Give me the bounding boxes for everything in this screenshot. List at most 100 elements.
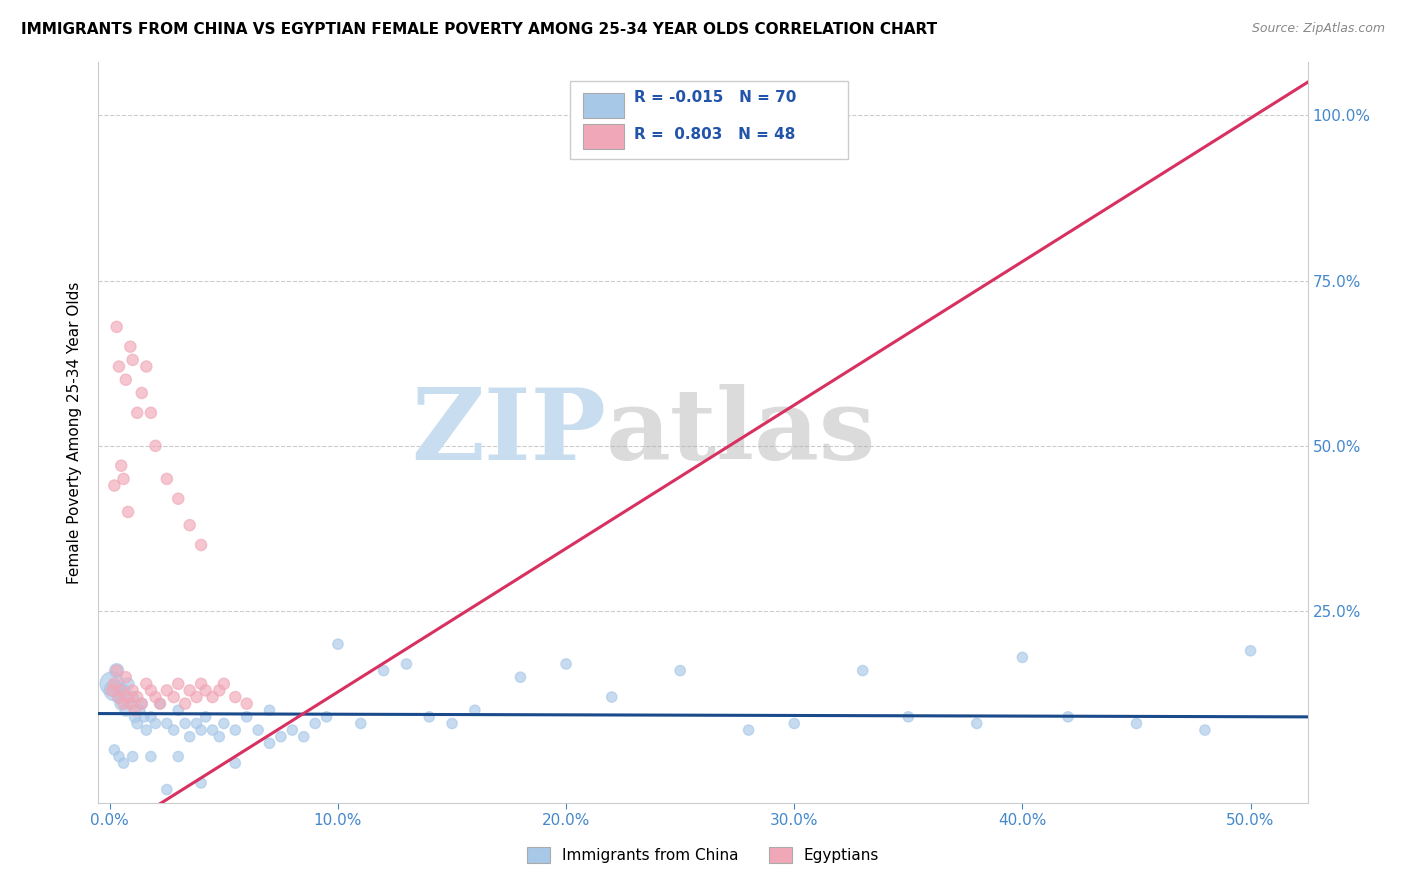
Point — [194, 710, 217, 724]
Point — [132, 710, 155, 724]
Point — [108, 359, 131, 374]
Point — [163, 723, 186, 737]
Point — [509, 670, 531, 684]
Point — [174, 697, 197, 711]
Point — [139, 683, 162, 698]
Point — [373, 664, 395, 678]
Point — [124, 703, 146, 717]
Y-axis label: Female Poverty Among 25-34 Year Olds: Female Poverty Among 25-34 Year Olds — [67, 282, 83, 583]
Point — [112, 697, 135, 711]
FancyBboxPatch shape — [583, 124, 624, 149]
Point — [110, 697, 132, 711]
Point — [464, 703, 486, 717]
Point — [163, 690, 186, 704]
Point — [131, 386, 153, 401]
Point — [103, 677, 125, 691]
Point — [190, 677, 212, 691]
Point — [350, 716, 373, 731]
Point — [131, 697, 153, 711]
Point — [156, 716, 179, 731]
Point — [190, 723, 212, 737]
Point — [201, 690, 224, 704]
Point — [145, 690, 167, 704]
Point — [292, 730, 315, 744]
Point — [852, 664, 875, 678]
Point — [114, 373, 136, 387]
Point — [112, 756, 135, 771]
Text: R = -0.015   N = 70: R = -0.015 N = 70 — [634, 90, 796, 104]
Point — [121, 683, 143, 698]
Point — [128, 703, 150, 717]
Text: R =  0.803   N = 48: R = 0.803 N = 48 — [634, 127, 796, 142]
Point — [112, 472, 135, 486]
Point — [1057, 710, 1080, 724]
Point — [108, 690, 131, 704]
Point — [117, 690, 139, 704]
Text: Source: ZipAtlas.com: Source: ZipAtlas.com — [1251, 22, 1385, 36]
Point — [105, 664, 128, 678]
Point — [259, 736, 281, 750]
Point — [174, 716, 197, 731]
Point — [600, 690, 623, 704]
Point — [270, 730, 292, 744]
Point — [114, 670, 136, 684]
Point — [139, 406, 162, 420]
Point — [127, 406, 149, 420]
Point — [101, 677, 124, 691]
Point — [441, 716, 464, 731]
Point — [117, 677, 139, 691]
Point — [117, 505, 139, 519]
Point — [1239, 644, 1261, 658]
FancyBboxPatch shape — [583, 93, 624, 118]
Point — [105, 319, 128, 334]
Point — [1125, 716, 1147, 731]
Point — [235, 710, 257, 724]
Point — [201, 723, 224, 737]
Point — [145, 439, 167, 453]
Point — [224, 756, 246, 771]
Point — [966, 716, 988, 731]
Point — [186, 716, 208, 731]
Point — [149, 697, 172, 711]
Point — [139, 710, 162, 724]
Point — [315, 710, 337, 724]
Point — [114, 703, 136, 717]
Legend: Immigrants from China, Egyptians: Immigrants from China, Egyptians — [520, 841, 886, 869]
Point — [235, 697, 257, 711]
Point — [167, 677, 190, 691]
Point — [108, 690, 131, 704]
FancyBboxPatch shape — [569, 81, 848, 159]
Point — [224, 690, 246, 704]
Text: ZIP: ZIP — [412, 384, 606, 481]
Point — [418, 710, 440, 724]
Point — [135, 359, 157, 374]
Point — [135, 723, 157, 737]
Point — [131, 697, 153, 711]
Point — [110, 683, 132, 698]
Point — [212, 716, 235, 731]
Point — [105, 664, 128, 678]
Point — [108, 749, 131, 764]
Point — [120, 697, 142, 711]
Point — [167, 703, 190, 717]
Point — [212, 677, 235, 691]
Point — [555, 657, 578, 671]
Point — [127, 690, 149, 704]
Point — [167, 491, 190, 506]
Point — [145, 716, 167, 731]
Point — [208, 730, 231, 744]
Point — [156, 683, 179, 698]
Point — [156, 782, 179, 797]
Point — [139, 749, 162, 764]
Point — [194, 683, 217, 698]
Point — [737, 723, 759, 737]
Point — [281, 723, 304, 737]
Point — [121, 690, 143, 704]
Point — [135, 677, 157, 691]
Point — [103, 743, 125, 757]
Point — [259, 703, 281, 717]
Point — [190, 538, 212, 552]
Point — [103, 478, 125, 492]
Point — [179, 683, 201, 698]
Point — [167, 749, 190, 764]
